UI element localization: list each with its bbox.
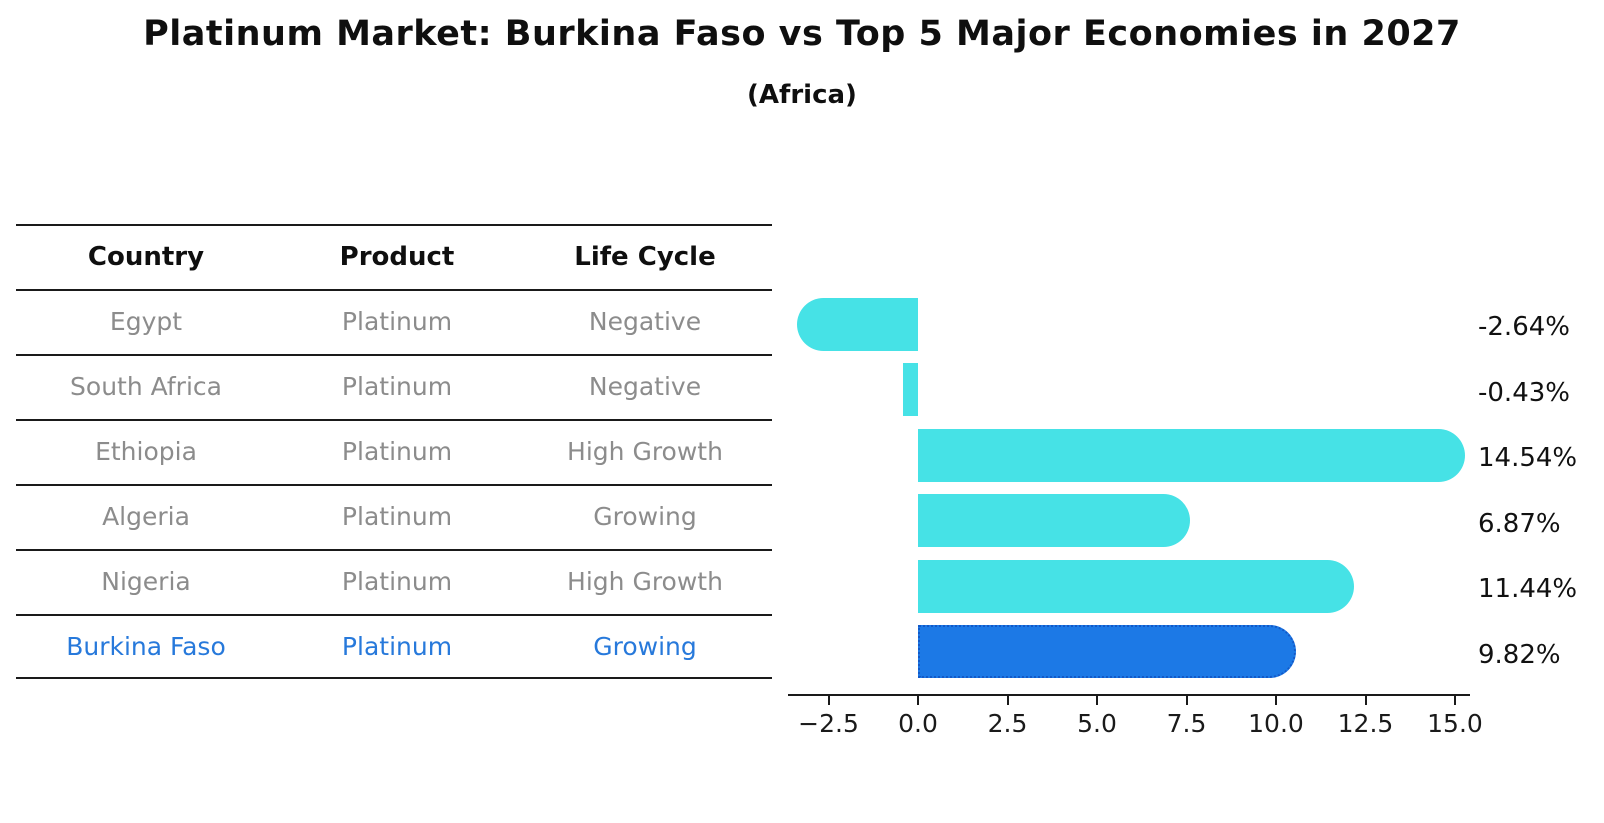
x-axis-tick-label: 2.5 [987,709,1028,738]
x-axis-tick-label: 12.5 [1337,709,1394,738]
cell-country: Burkina Faso [66,632,226,661]
x-axis-tick [1185,696,1188,705]
bar-egypt [797,297,918,351]
cell-product: Platinum [341,307,453,336]
table-divider-line [16,484,772,486]
x-axis-tick-label: −2.5 [798,709,859,738]
cell-country: Nigeria [101,567,191,596]
cell-product: Platinum [341,502,453,531]
table-divider-line [16,289,772,291]
cell-product: Platinum [341,437,453,466]
bar-value-label: 14.54% [1478,443,1578,473]
table-row: South Africa Platinum Negative [16,354,772,419]
table-row: Burkina Faso Platinum Growing [16,614,772,679]
x-axis-tick-label: 5.0 [1077,709,1117,738]
bar-value-label: -2.64% [1478,312,1570,342]
chart-subtitle: (Africa) [747,80,857,110]
bar-value-label: 11.44% [1478,574,1578,604]
cell-country: Algeria [102,502,190,531]
table-divider-line [16,419,772,421]
cell-life-cycle: Growing [593,632,697,661]
table-divider-line [16,677,772,679]
table-divider-line [16,354,772,356]
bar-highlight-burkina-faso [918,625,1296,678]
table-divider-line [16,549,772,551]
x-axis-tick [1275,696,1277,705]
cell-country: Ethiopia [95,437,197,466]
bar-value-label: 6.87% [1478,508,1561,539]
x-axis-tick [1454,696,1456,705]
bar-value-label: 9.82% [1478,639,1561,670]
cell-life-cycle: Negative [588,307,702,336]
table-row: Ethiopia Platinum High Growth [16,419,772,484]
table-row: Nigeria Platinum High Growth [16,549,772,614]
bar-south-africa [902,363,918,416]
x-axis-tick-label: 0.0 [898,709,938,738]
x-axis-tick [1096,696,1098,705]
x-axis-tick-label: 15.0 [1427,709,1483,738]
cell-country: Egypt [109,307,183,336]
table-divider-line [16,614,772,616]
cell-product: Platinum [341,632,453,661]
comparison-table: Country Product Life Cycle Egypt Platinum… [16,224,772,679]
cell-life-cycle: High Growth [567,567,723,596]
cell-product: Platinum [341,567,453,596]
x-axis-tick [1364,696,1367,705]
column-header-product: Product [339,241,455,272]
table-header-row: Country Product Life Cycle [16,224,772,289]
x-axis-tick-label: 7.5 [1166,709,1207,738]
cell-life-cycle: Growing [593,502,697,531]
x-axis-tick [827,696,830,705]
table-row: Algeria Platinum Growing [16,484,772,549]
cell-life-cycle: Negative [588,372,702,401]
cell-life-cycle: High Growth [567,437,723,466]
x-axis-tick [917,696,919,705]
bar-ethiopia [918,428,1465,482]
bar-nigeria [918,559,1354,613]
x-axis-tick [1006,696,1009,705]
table-divider-line [16,224,772,226]
x-axis-line [788,694,1470,696]
x-axis-tick-label: 10.0 [1248,709,1304,738]
cell-product: Platinum [341,372,453,401]
bar-value-label: -0.43% [1478,377,1570,408]
bar-algeria [918,494,1190,547]
chart-title: Platinum Market: Burkina Faso vs Top 5 M… [143,14,1461,54]
cell-country: South Africa [70,372,222,401]
column-header-country: Country [87,241,205,272]
column-header-life-cycle: Life Cycle [574,241,716,272]
table-row: Egypt Platinum Negative [16,289,772,354]
